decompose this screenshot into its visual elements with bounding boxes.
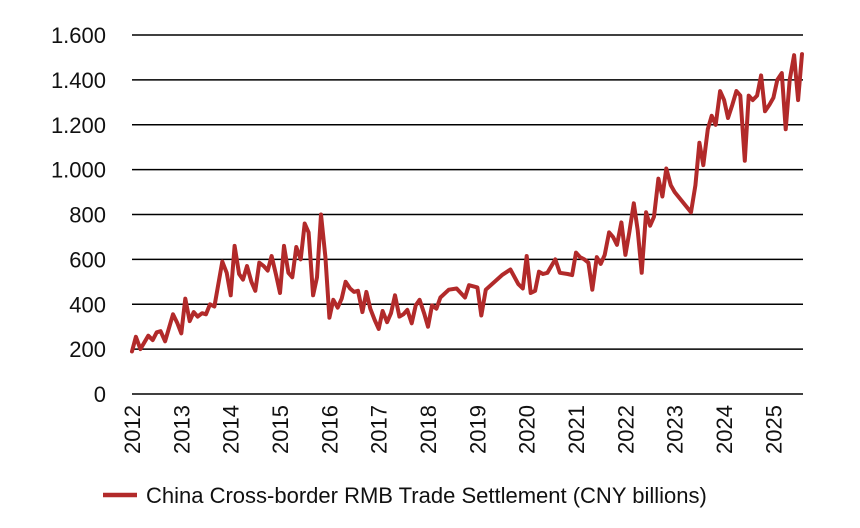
legend: China Cross-border RMB Trade Settlement …	[103, 483, 707, 508]
x-tick-label-2012: 2012	[120, 405, 145, 454]
y-axis-tick-labels: 0 200 400 600 800 1.000 1.200 1.400 1.600	[51, 23, 106, 407]
x-tick-label-2020: 2020	[515, 405, 540, 454]
x-tick-label-2024: 2024	[712, 405, 737, 454]
legend-label: China Cross-border RMB Trade Settlement …	[146, 483, 707, 508]
y-tick-label-1000: 1.000	[51, 158, 106, 183]
y-tick-label-0: 0	[94, 382, 106, 407]
y-tick-label-400: 400	[69, 292, 106, 317]
series-line-0	[130, 52, 804, 354]
y-tick-label-200: 200	[69, 337, 106, 362]
y-tick-label-800: 800	[69, 203, 106, 228]
x-axis-tick-labels: 2012 2013 2014 2015 2016 2017 2018 2019 2020 2021…	[120, 405, 786, 454]
gridlines	[132, 34, 803, 395]
y-tick-label-1400: 1.400	[51, 68, 106, 93]
x-tick-label-2025: 2025	[761, 405, 786, 454]
y-tick-label-600: 600	[69, 247, 106, 272]
x-tick-label-2017: 2017	[367, 405, 392, 454]
x-tick-label-2022: 2022	[613, 405, 638, 454]
y-tick-label-1200: 1.200	[51, 113, 106, 138]
x-tick-label-2023: 2023	[663, 405, 688, 454]
x-tick-label-2015: 2015	[268, 405, 293, 454]
series-layer	[130, 52, 804, 354]
x-tick-label-2016: 2016	[317, 405, 342, 454]
x-tick-label-2014: 2014	[219, 405, 244, 454]
x-tick-label-2018: 2018	[416, 405, 441, 454]
x-tick-label-2019: 2019	[465, 405, 490, 454]
y-tick-label-1600: 1.600	[51, 23, 106, 48]
x-tick-label-2021: 2021	[564, 405, 589, 454]
x-tick-label-2013: 2013	[169, 405, 194, 454]
